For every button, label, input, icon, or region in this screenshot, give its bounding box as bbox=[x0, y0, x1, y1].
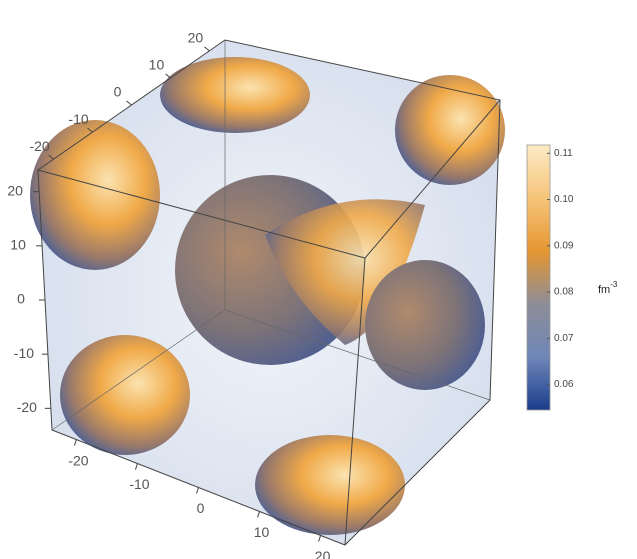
colorbar-tick-label: 0.11 bbox=[554, 148, 573, 159]
colorbar-scale bbox=[527, 145, 550, 410]
x-tick-label: 20 bbox=[188, 30, 204, 46]
blob bbox=[255, 435, 405, 535]
blob bbox=[365, 260, 485, 390]
x-tick-label: -10 bbox=[68, 111, 88, 127]
colorbar-tick-label: 0.10 bbox=[554, 194, 574, 205]
x-tick-label: -20 bbox=[29, 138, 49, 154]
tick-mark bbox=[74, 440, 76, 446]
z-tick-label: 20 bbox=[7, 182, 23, 198]
unit-exponent: -3 bbox=[610, 280, 618, 289]
chart: fm-3 0.06 0.07 0.08 0.09 0.10 0.11 -20 -10 0 10 2… bbox=[0, 0, 637, 559]
y-tick-label: -10 bbox=[129, 476, 149, 492]
z-tick-label: 10 bbox=[10, 237, 26, 253]
tick-mark bbox=[127, 101, 132, 105]
tick-mark bbox=[258, 511, 260, 517]
z-tick-label: 0 bbox=[17, 291, 25, 307]
unit: fm bbox=[598, 284, 610, 296]
y-tick-label: 20 bbox=[315, 548, 331, 559]
tick-mark bbox=[204, 47, 209, 51]
volume bbox=[30, 40, 505, 545]
colorbar-tick-label: 0.07 bbox=[554, 333, 574, 344]
blob bbox=[395, 75, 505, 185]
tick-mark bbox=[197, 488, 199, 494]
tick-mark bbox=[165, 74, 170, 78]
colorbar: fm-3 0.06 0.07 0.08 0.09 0.10 0.11 bbox=[527, 145, 618, 410]
y-tick-label: -20 bbox=[68, 452, 88, 468]
tick-mark bbox=[319, 535, 321, 541]
z-tick-label: -10 bbox=[14, 345, 34, 361]
colorbar-tick-label: 0.08 bbox=[554, 287, 574, 298]
colorbar-tick-label: 0.09 bbox=[554, 240, 574, 251]
x-tick-label: 0 bbox=[114, 84, 122, 100]
colorbar-tick-label: 0.06 bbox=[554, 379, 574, 390]
z-tick-label: -20 bbox=[17, 399, 37, 415]
colorbar-label: fm-3 bbox=[598, 280, 618, 296]
x-tick-label: 10 bbox=[149, 57, 165, 73]
tick-mark bbox=[135, 464, 137, 470]
y-tick-label: 10 bbox=[254, 524, 270, 540]
y-tick-label: 0 bbox=[197, 500, 205, 516]
blob bbox=[160, 57, 310, 133]
blob bbox=[60, 335, 190, 455]
